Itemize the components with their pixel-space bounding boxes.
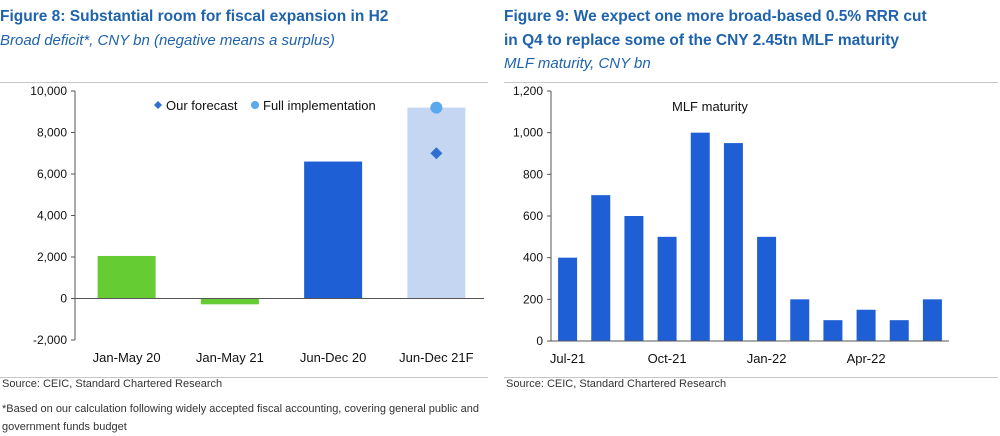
legend-circle-icon bbox=[251, 101, 259, 109]
bar-jul-21 bbox=[558, 257, 578, 341]
y-tick-label: 200 bbox=[523, 292, 543, 306]
chart-annotation-mlf-maturity: MLF maturity bbox=[672, 99, 748, 114]
y-tick-label: 6,000 bbox=[37, 167, 67, 181]
figure-9-title-line2: in Q4 to replace some of the CNY 2.45tn … bbox=[504, 32, 900, 49]
x-tick-label: Jan-22 bbox=[747, 351, 787, 366]
figure-9-chart: 0 200 400 600 800 1,000 1,200 Jul-21 Oct-21 Jan-2… bbox=[513, 84, 949, 366]
y-tick-label: 0 bbox=[536, 334, 543, 348]
x-category-label: Jun-Dec 21F bbox=[399, 350, 473, 365]
figure-8-footnote: *Based on our calculation following wide… bbox=[2, 403, 479, 433]
x-category-label: Jun-Dec 20 bbox=[300, 350, 366, 365]
figure-8-source: Source: CEIC, Standard Chartered Researc… bbox=[2, 378, 223, 390]
y-tick-label: 8,000 bbox=[37, 126, 67, 140]
bar-jun-22 bbox=[922, 299, 942, 341]
bar-feb-22 bbox=[790, 299, 810, 341]
legend-diamond-icon bbox=[154, 101, 162, 109]
x-category-label: Jan-May 20 bbox=[93, 350, 161, 365]
legend-label-our-forecast: Our forecast bbox=[166, 98, 238, 113]
y-tick-label: 1,000 bbox=[513, 126, 543, 140]
full-implementation-circle-marker bbox=[430, 101, 443, 114]
y-tick-label: 1,200 bbox=[513, 84, 543, 98]
y-tick-label: -2,000 bbox=[33, 333, 67, 347]
y-tick-label: 400 bbox=[523, 251, 543, 265]
bar-oct-21 bbox=[657, 236, 677, 341]
x-tick-label: Apr-22 bbox=[847, 351, 886, 366]
figure-8-chart: -2,000 0 2,000 4,000 6,000 8,000 10,000 Jan-May… bbox=[30, 84, 484, 365]
y-tick-label: 800 bbox=[523, 167, 543, 181]
bar-dec-21 bbox=[723, 143, 743, 341]
bar-may-22 bbox=[889, 320, 909, 341]
x-category-label: Jan-May 21 bbox=[196, 350, 264, 365]
y-tick-label: 0 bbox=[60, 292, 67, 306]
bar-nov-21 bbox=[690, 132, 710, 341]
bar-apr-22 bbox=[856, 309, 876, 341]
bar-jan-may-20 bbox=[97, 255, 156, 299]
y-tick-label: 600 bbox=[523, 209, 543, 223]
figure-9-panel: Figure 9: We expect one more broad-based… bbox=[504, 0, 1000, 432]
figure-8-panel: Figure 8: Substantial room for fiscal ex… bbox=[0, 0, 490, 433]
bar-jun-dec-21f bbox=[407, 107, 466, 299]
legend-label-full-implementation: Full implementation bbox=[263, 98, 376, 113]
figure-9-source: Source: CEIC, Standard Chartered Researc… bbox=[506, 378, 727, 390]
figure-9-chart-frame: 0 200 400 600 800 1,000 1,200 Jul-21 Oct-21 Jan-2… bbox=[504, 82, 998, 378]
figure-8-title: Figure 8: Substantial room for fiscal ex… bbox=[0, 8, 389, 25]
y-tick-label: 10,000 bbox=[30, 84, 67, 98]
y-tick-label: 4,000 bbox=[37, 209, 67, 223]
figure-9-subtitle: MLF maturity, CNY bn bbox=[504, 55, 651, 72]
figure-9-title-line1: Figure 9: We expect one more broad-based… bbox=[504, 8, 927, 25]
x-tick-label: Oct-21 bbox=[648, 351, 687, 366]
figure-8-chart-frame: -2,000 0 2,000 4,000 6,000 8,000 10,000 Jan-May… bbox=[0, 82, 488, 378]
bar-jan-22 bbox=[757, 236, 777, 341]
bar-jan-may-21 bbox=[200, 298, 259, 305]
x-tick-label: Jul-21 bbox=[550, 351, 585, 366]
y-tick-label: 2,000 bbox=[37, 250, 67, 264]
bar-mar-22 bbox=[823, 320, 843, 341]
forecast-diamond-marker bbox=[430, 147, 443, 160]
bar-sep-21 bbox=[624, 216, 644, 341]
figure-8-subtitle: Broad deficit*, CNY bn (negative means a… bbox=[0, 32, 335, 49]
bar-aug-21 bbox=[591, 195, 611, 341]
bar-jun-dec-20 bbox=[304, 161, 363, 299]
